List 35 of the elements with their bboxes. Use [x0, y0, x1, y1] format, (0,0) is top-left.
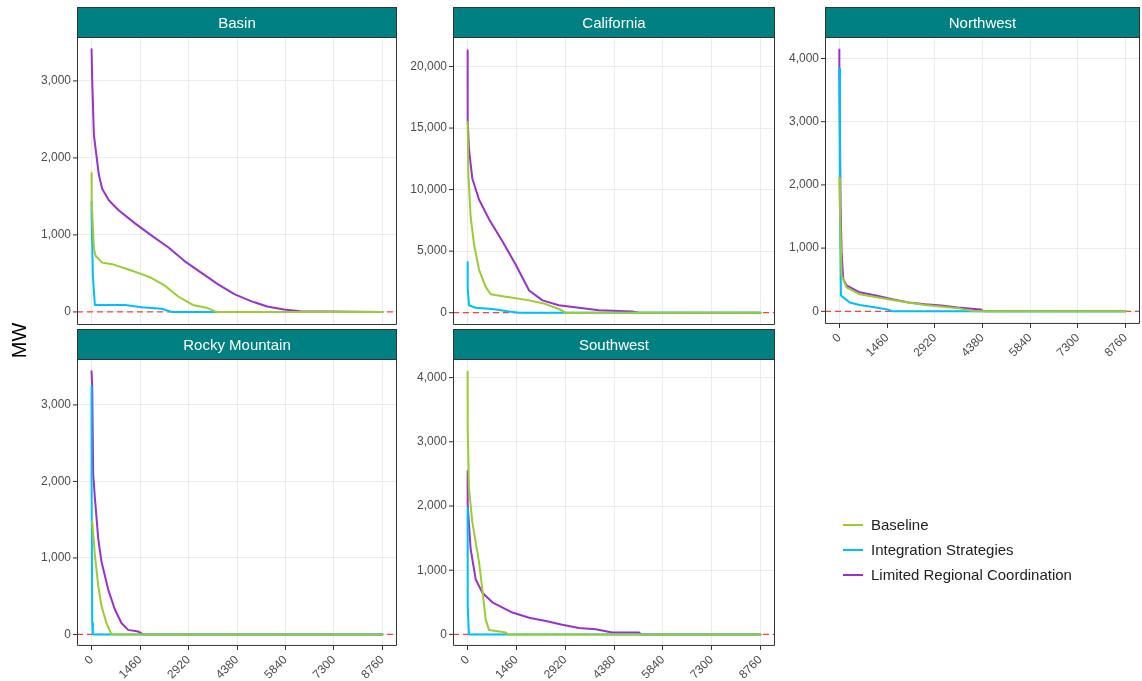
y-tick-label: 2,000: [40, 473, 72, 488]
y-tick-label: 1,000: [40, 227, 72, 242]
y-tick-label: 15,000: [410, 120, 448, 135]
y-tick-label: 4,000: [788, 50, 820, 65]
y-tick-label: 2,000: [788, 177, 820, 192]
y-tick-label: 3,000: [40, 73, 72, 88]
y-tick-label: 10,000: [410, 181, 448, 196]
y-tick-label: 0: [812, 303, 820, 318]
y-tick-label: 1,000: [416, 562, 448, 577]
x-tick-label: 0: [81, 652, 97, 668]
y-tick-label: 2,000: [416, 498, 448, 513]
y-tick-label: 1,000: [788, 240, 820, 255]
y-tick-label: 0: [64, 626, 72, 641]
y-tick-label: 4,000: [416, 369, 448, 384]
chart-title: Rocky Mountain: [77, 329, 397, 360]
chart-title: Northwest: [825, 7, 1140, 38]
legend-label: Integration Strategies: [871, 541, 1014, 558]
chart-title: Southwest: [453, 329, 775, 360]
y-tick-label: 3,000: [40, 397, 72, 412]
x-tick-label: 0: [457, 652, 473, 668]
chart-title: Basin: [77, 7, 397, 38]
y-tick-label: 0: [64, 304, 72, 319]
y-tick-label: 5,000: [416, 243, 448, 258]
y-tick-label: 3,000: [416, 434, 448, 449]
y-tick-label: 2,000: [40, 150, 72, 165]
x-tick-label: 0: [829, 330, 844, 346]
y-tick-label: 20,000: [410, 58, 448, 73]
legend-label: Baseline: [871, 516, 929, 533]
chart-title: California: [453, 7, 775, 38]
y-tick-label: 3,000: [788, 114, 820, 128]
y-tick-label: 0: [440, 305, 448, 319]
legend-label: Limited Regional Coordination: [871, 566, 1072, 583]
y-tick-label: 0: [440, 626, 448, 641]
y-axis-title: MW: [8, 322, 32, 358]
y-tick-label: 1,000: [40, 550, 72, 565]
